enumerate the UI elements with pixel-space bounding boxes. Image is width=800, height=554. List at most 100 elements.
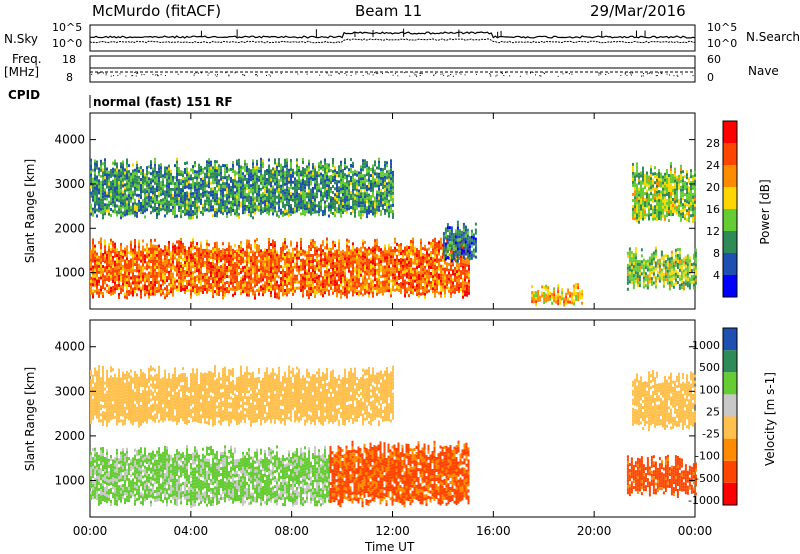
heatmap-cell [266, 287, 268, 291]
heatmap-cell [350, 170, 352, 173]
heatmap-cell [98, 209, 100, 213]
heatmap-cell [300, 197, 302, 201]
heatmap-cell [218, 185, 220, 189]
heatmap-cell [370, 290, 372, 294]
heatmap-cell [270, 196, 272, 200]
heatmap-cell [158, 271, 160, 275]
heatmap-cell [312, 242, 314, 246]
heatmap-cell [298, 193, 300, 196]
heatmap-cell [212, 250, 214, 254]
heatmap-cell [332, 252, 334, 256]
heatmap-cell [206, 181, 208, 185]
heatmap-cell [400, 288, 402, 291]
heatmap-cell [108, 252, 110, 255]
heatmap-cell [342, 184, 344, 187]
heatmap-cell [246, 163, 248, 166]
heatmap-cell [262, 180, 264, 184]
heatmap-cell [304, 283, 306, 287]
heatmap-cell [306, 293, 308, 297]
heatmap-cell [326, 261, 328, 265]
nave-dot [214, 74, 216, 76]
heatmap-cell [308, 272, 310, 276]
heatmap-cell [248, 171, 250, 175]
heatmap-cell [268, 282, 270, 286]
heatmap-cell [242, 269, 244, 273]
heatmap-cell [220, 274, 222, 278]
heatmap-cell [260, 208, 262, 212]
heatmap-cell [364, 273, 366, 277]
heatmap-cell [120, 284, 122, 288]
heatmap-cell [392, 261, 394, 265]
heatmap-cell [176, 157, 178, 161]
heatmap-cell [248, 284, 250, 288]
heatmap-cell [260, 169, 262, 173]
heatmap-cell [418, 286, 420, 289]
heatmap-cell [338, 272, 340, 276]
heatmap-cell [142, 251, 144, 255]
heatmap-cell [306, 201, 308, 205]
heatmap-cell [116, 287, 118, 291]
heatmap-cell [216, 166, 218, 170]
heatmap-cell [260, 202, 262, 206]
heatmap-cell [296, 259, 298, 263]
heatmap-cell [110, 253, 112, 257]
heatmap-cell [128, 197, 130, 201]
heatmap-cell [320, 292, 322, 296]
heatmap-cell [462, 292, 464, 296]
heatmap-cell [178, 179, 180, 182]
heatmap-cell [186, 268, 188, 271]
heatmap-cell [160, 251, 162, 255]
heatmap-cell [96, 175, 98, 179]
heatmap-cell [212, 286, 214, 290]
heatmap-cell [332, 203, 334, 206]
heatmap-cell [356, 182, 358, 186]
nave-dot [269, 75, 271, 77]
heatmap-cell [464, 284, 466, 288]
heatmap-cell [446, 262, 448, 266]
heatmap-cell [146, 208, 148, 212]
heatmap-cell [286, 284, 288, 288]
heatmap-cell [320, 166, 322, 170]
heatmap-cell [412, 288, 414, 292]
heatmap-cell [158, 176, 160, 180]
heatmap-cell [302, 249, 304, 253]
heatmap-cell [192, 241, 194, 245]
heatmap-cell [312, 190, 314, 193]
heatmap-cell [166, 190, 168, 194]
heatmap-cell [200, 195, 202, 199]
heatmap-cell [272, 191, 274, 195]
heatmap-cell [126, 284, 128, 288]
heatmap-cell [206, 254, 208, 258]
heatmap-cell [100, 243, 102, 247]
heatmap-cell [146, 193, 148, 197]
heatmap-cell [176, 202, 178, 206]
heatmap-cell [104, 212, 106, 216]
heatmap-cell [222, 272, 224, 276]
heatmap-cell [288, 189, 290, 193]
heatmap-cell [346, 198, 348, 202]
heatmap-cell [318, 283, 320, 287]
heatmap-cell [434, 249, 436, 253]
heatmap-cell [248, 272, 250, 276]
heatmap-cell [160, 275, 162, 279]
heatmap-cell [432, 242, 434, 246]
heatmap-cell [102, 216, 104, 220]
heatmap-cell [294, 177, 296, 181]
heatmap-cell [404, 270, 406, 274]
heatmap-cell [328, 274, 330, 278]
heatmap-cell [160, 184, 162, 188]
heatmap-cell [420, 274, 422, 278]
heatmap-cell [180, 170, 182, 174]
heatmap-cell [120, 213, 122, 217]
heatmap-cell [252, 189, 254, 193]
heatmap-cell [332, 212, 334, 215]
heatmap-cell [144, 182, 146, 186]
heatmap-cell [296, 280, 298, 284]
heatmap-cell [282, 177, 284, 181]
heatmap-cell [176, 178, 178, 182]
heatmap-cell [164, 169, 166, 173]
heatmap-cell [258, 280, 260, 284]
heatmap-cell [372, 294, 374, 298]
heatmap-cell [96, 279, 98, 283]
heatmap-cell [428, 280, 430, 284]
